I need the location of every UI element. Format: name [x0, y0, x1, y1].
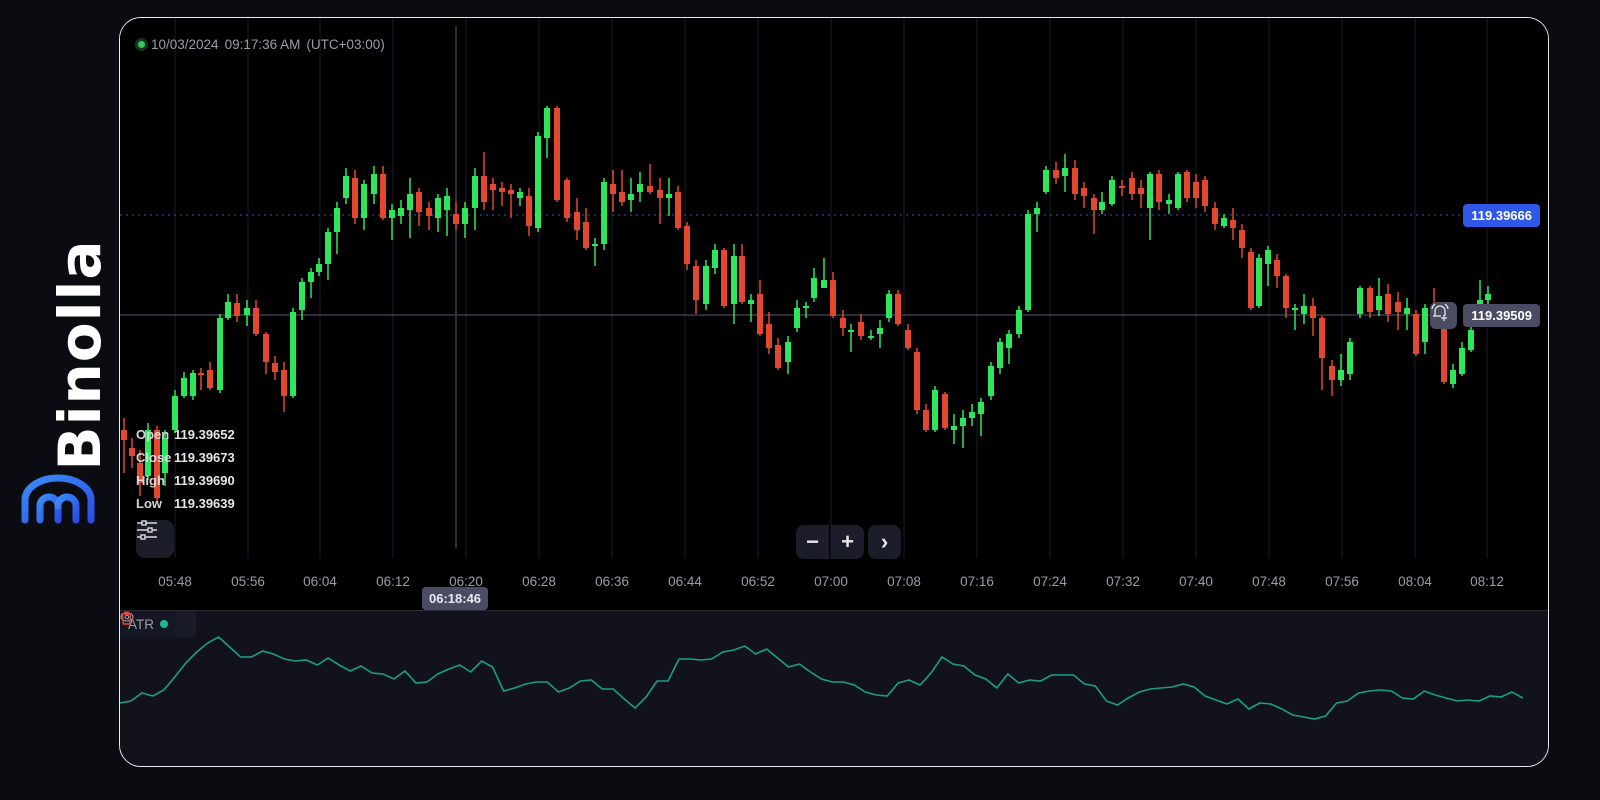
- open-label: Open: [136, 427, 170, 442]
- high-label: High: [136, 473, 165, 488]
- time-tick: 07:08: [887, 574, 921, 589]
- time-tick: 06:28: [522, 574, 556, 589]
- high-value: 119.39690: [174, 473, 235, 488]
- time-tick: 07:00: [814, 574, 848, 589]
- low-value: 119.39639: [174, 496, 235, 511]
- time-tick: 07:56: [1325, 574, 1359, 589]
- binolla-logo-icon: [21, 474, 95, 524]
- brand-wordmark: Binolla: [46, 239, 114, 471]
- ohlc-legend: Open 119.39652 Close 119.39673 High 119.396…: [136, 423, 235, 515]
- atr-indicator-pane[interactable]: ATR: [120, 610, 1548, 766]
- crosshair-time-label: 06:18:46: [422, 587, 489, 610]
- price-chart[interactable]: 10/03/2024 09:17:36 AM (UTC+03:00) Open 1…: [120, 18, 1548, 610]
- add-price-alert-button[interactable]: [1430, 302, 1457, 329]
- atr-legend: ATR: [120, 611, 196, 637]
- chart-settings-button[interactable]: [136, 520, 174, 558]
- candlestick-plot[interactable]: [120, 18, 1548, 610]
- open-value: 119.39652: [174, 427, 235, 442]
- trash-icon[interactable]: [120, 611, 133, 625]
- time-tick: 05:56: [231, 574, 265, 589]
- timezone-text: (UTC+03:00): [306, 37, 385, 52]
- time-tick: 06:20: [449, 574, 483, 589]
- time-text: 09:17:36 AM: [224, 37, 301, 52]
- brand-panel: Binolla: [0, 0, 118, 800]
- time-tick: 06:52: [741, 574, 775, 589]
- close-value: 119.39673: [174, 450, 235, 465]
- time-tick: 06:12: [376, 574, 410, 589]
- sliders-icon: [137, 520, 157, 540]
- connection-status-icon: [138, 41, 145, 48]
- close-label: Close: [136, 450, 172, 465]
- atr-line-plot: [120, 636, 1524, 720]
- time-tick: 07:40: [1179, 574, 1213, 589]
- zoom-in-button[interactable]: +: [831, 525, 864, 559]
- current-price-tag: 119.39509: [1463, 304, 1540, 327]
- last-price-tag: 119.39666: [1463, 204, 1540, 227]
- trading-chart-frame: 10/03/2024 09:17:36 AM (UTC+03:00) Open 1…: [119, 17, 1549, 767]
- server-time: 10/03/2024 09:17:36 AM (UTC+03:00): [138, 37, 385, 52]
- atr-tools: [120, 611, 196, 637]
- time-tick: 06:44: [668, 574, 702, 589]
- low-label: Low: [136, 496, 162, 511]
- atr-color-dot: [160, 620, 168, 628]
- date-text: 10/03/2024: [151, 37, 219, 52]
- zoom-controls: − + ›: [796, 525, 901, 559]
- time-tick: 07:48: [1252, 574, 1286, 589]
- bell-plus-icon: [1431, 303, 1449, 321]
- time-tick: 07:32: [1106, 574, 1140, 589]
- scroll-to-latest-button[interactable]: ›: [868, 525, 901, 559]
- time-tick: 07:16: [960, 574, 994, 589]
- time-tick: 08:12: [1470, 574, 1504, 589]
- time-tick: 06:36: [595, 574, 629, 589]
- time-tick: 05:48: [158, 574, 192, 589]
- zoom-out-button[interactable]: −: [796, 525, 829, 559]
- time-tick: 08:04: [1398, 574, 1432, 589]
- time-tick: 07:24: [1033, 574, 1067, 589]
- time-tick: 06:04: [303, 574, 337, 589]
